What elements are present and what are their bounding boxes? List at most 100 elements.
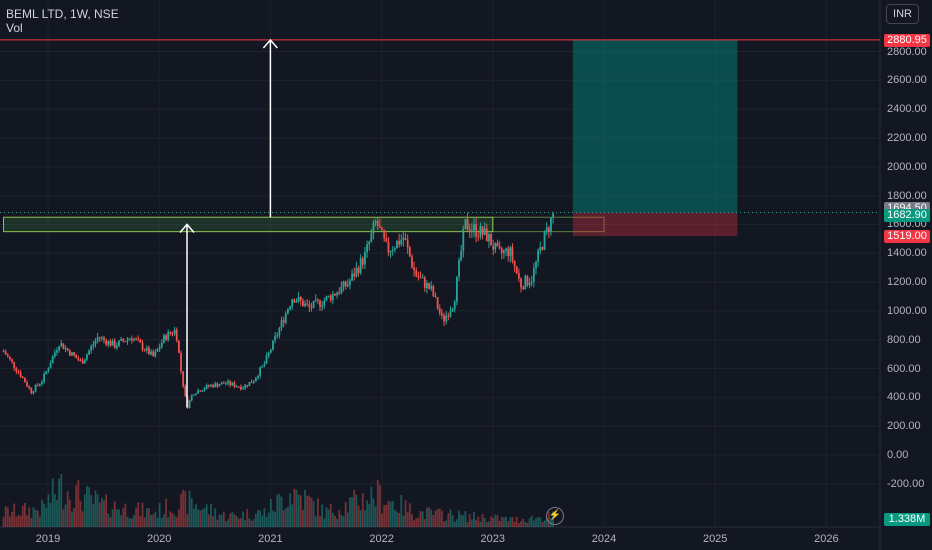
candle-body [351, 273, 353, 281]
volume-bar [100, 497, 103, 527]
candle-body [385, 238, 388, 242]
candle-body [163, 335, 165, 343]
chart-legend: BEML LTD, 1W, NSE Vol [6, 7, 119, 35]
candle-body [325, 296, 328, 301]
volume-bar [199, 510, 202, 527]
candle-body [32, 391, 35, 394]
time-tick-label: 2022 [369, 533, 394, 545]
volume-bar [453, 521, 456, 527]
candle-body [507, 248, 510, 257]
volume-bar [496, 515, 499, 527]
volume-bar [239, 518, 242, 527]
volume-bar [485, 522, 488, 527]
candle-body [547, 227, 550, 232]
volume-bar [466, 522, 469, 527]
candle-body [34, 385, 37, 392]
volume-bar [537, 517, 540, 527]
candle-body [203, 388, 206, 391]
candle-body [239, 386, 242, 390]
volume-bar [133, 514, 135, 527]
candle-body [192, 394, 195, 396]
volume-bar [173, 515, 176, 527]
volume-bar [53, 494, 56, 527]
volume-bar [160, 517, 163, 527]
candle-body [316, 299, 319, 301]
currency-button[interactable]: INR [886, 4, 919, 24]
volume-bar [207, 514, 210, 527]
price-tick-label: 600.00 [887, 362, 921, 375]
volume-bar [235, 515, 238, 527]
candle-body [340, 286, 343, 294]
candle-body [47, 368, 50, 372]
candle-body [411, 256, 413, 268]
candle-body [56, 350, 58, 353]
candle-body [152, 351, 155, 357]
candle-body [462, 228, 465, 251]
candle-body [169, 331, 172, 334]
volume-bar [214, 508, 217, 527]
volume-bar [158, 502, 161, 527]
candle-body [184, 386, 187, 396]
candle-body [361, 258, 364, 265]
volume-bar [233, 514, 236, 527]
candle-body [143, 349, 146, 351]
candle-body [2, 351, 5, 353]
candle-body [21, 376, 24, 379]
candle-body [505, 248, 507, 251]
price-label-target: 2880.95 [884, 33, 930, 47]
price-tick-label: 1400.00 [887, 247, 927, 260]
volume-bar [96, 494, 99, 527]
volume-bar [272, 510, 274, 527]
volume-bar [455, 519, 458, 527]
candle-body [393, 248, 396, 250]
volume-bar [539, 517, 542, 527]
volume-bar [319, 516, 321, 527]
candle-body [77, 358, 80, 361]
volume-bar [79, 500, 82, 527]
candle-body [490, 234, 492, 246]
time-tick-label: 2025 [702, 533, 728, 545]
time-tick-label: 2026 [814, 533, 839, 545]
volume-bar [402, 515, 405, 527]
candle-body [524, 276, 527, 290]
candle-body [522, 287, 525, 290]
candle-body [141, 342, 144, 350]
volume-bar [462, 515, 465, 527]
volume-bar [269, 499, 272, 527]
volume-bar [182, 489, 185, 527]
candle-body [229, 381, 232, 386]
candle-body [423, 277, 426, 288]
volume-bar [248, 518, 251, 527]
candle-body [244, 384, 247, 389]
volume-bar [122, 508, 125, 527]
volume-bar [364, 510, 366, 527]
volume-bar [477, 516, 480, 527]
volume-bar [118, 509, 120, 527]
volume-bar [282, 510, 285, 527]
volume-bar [227, 519, 229, 527]
volume-bar [357, 505, 360, 527]
volume-bar [404, 500, 407, 527]
candle-body [235, 386, 238, 388]
candle-body [400, 239, 403, 245]
candle-body [68, 350, 71, 356]
volume-bar [381, 513, 383, 527]
candle-body [160, 342, 163, 348]
candle-body [342, 281, 345, 287]
candle-body [391, 249, 394, 251]
volume-bar [509, 517, 512, 527]
volume-bar [254, 513, 257, 527]
volume-bar [359, 510, 362, 527]
volume-bar [308, 495, 311, 527]
volume-bar [417, 517, 420, 527]
candle-body [432, 285, 435, 296]
candle-body [139, 340, 142, 343]
candle-body [387, 241, 390, 253]
candle-body [327, 295, 330, 297]
lightning-icon[interactable]: ⚡ [546, 507, 564, 525]
volume-bar [441, 510, 443, 527]
volume-bar [188, 490, 191, 527]
volume-bar [73, 508, 75, 527]
candle-body [276, 335, 279, 337]
